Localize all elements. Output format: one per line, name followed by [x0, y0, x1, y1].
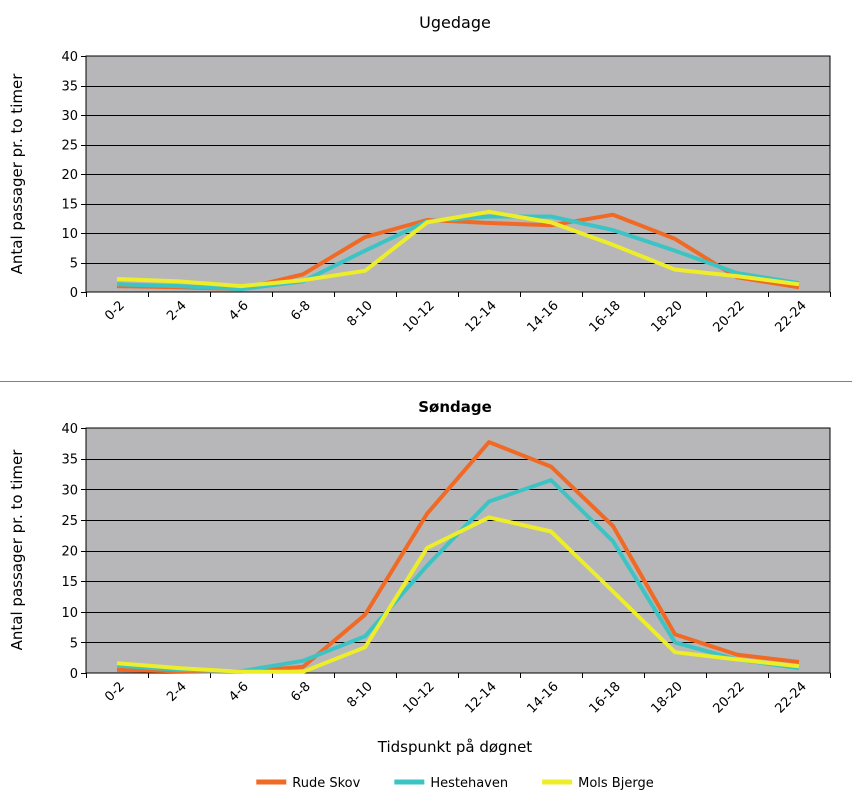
- x-tick-label: 8-10: [344, 298, 375, 329]
- x-tick-label: 0-2: [102, 679, 128, 705]
- x-tick-label: 16-18: [587, 679, 624, 716]
- x-tick-label: 8-10: [344, 679, 375, 710]
- chart-title-sundays: Søndage: [418, 398, 492, 416]
- x-tick-label: 18-20: [649, 679, 686, 716]
- y-tick-label: 15: [61, 198, 78, 213]
- x-tick-label: 0-2: [102, 298, 128, 324]
- x-tick-label: 2-4: [164, 298, 190, 324]
- y-tick-label: 35: [61, 453, 78, 468]
- y-ticks-weekdays: 0 5 10 15 20 25 30 35 40: [61, 50, 86, 301]
- y-axis-label-weekdays: Antal passager pr. to timer: [8, 73, 26, 275]
- series-lines-sundays: [116, 440, 800, 674]
- x-tick-label: 22-24: [773, 679, 810, 716]
- x-tick-label: 2-4: [164, 679, 190, 705]
- chart-sundays: Søndage 0 5 10 15 20 25 30 35 40 0-2 2-4 4-6 6-8 8-1…: [8, 398, 831, 756]
- y-tick-label: 10: [61, 227, 78, 242]
- y-tick-label: 20: [61, 168, 78, 183]
- y-tick-label: 5: [70, 636, 78, 651]
- legend-label-mols-bjerge: Mols Bjerge: [578, 776, 654, 791]
- y-tick-label: 5: [70, 257, 78, 272]
- x-axis-label: Tidspunkt på døgnet: [377, 738, 533, 756]
- chart-weekdays: Ugedage 0 5 10 15 20 25 30 35 40 0-2 2-4 4-6 6-8 8-1…: [8, 13, 831, 336]
- y-tick-label: 0: [70, 667, 78, 682]
- y-tick-label: 15: [61, 575, 78, 590]
- x-ticks-sundays: 0-2 2-4 4-6 6-8 8-10 10-12 12-14 14-16 16-18 18-2…: [86, 673, 831, 717]
- y-ticks-sundays: 0 5 10 15 20 25 30 35 40: [61, 422, 86, 682]
- plot-area-sundays: [85, 427, 831, 674]
- x-tick-label: 14-16: [525, 298, 562, 335]
- series-lines-weekdays: [116, 209, 800, 292]
- y-tick-label: 10: [61, 606, 78, 621]
- legend-label-rude-skov: Rude Skov: [292, 776, 360, 791]
- gridlines-sundays: [86, 459, 830, 643]
- x-tick-label: 10-12: [401, 679, 438, 716]
- x-tick-label: 12-14: [463, 679, 500, 716]
- series-line-mols-bjerge: [116, 209, 800, 289]
- x-tick-label: 4-6: [226, 679, 252, 705]
- series-line-mols-bjerge: [116, 515, 800, 674]
- chart-title-weekdays: Ugedage: [419, 13, 491, 32]
- x-tick-label: 6-8: [288, 298, 314, 324]
- x-tick-label: 20-22: [711, 679, 748, 716]
- x-tick-label: 12-14: [463, 298, 500, 335]
- y-tick-label: 30: [61, 483, 78, 498]
- x-tick-label: 20-22: [711, 298, 748, 335]
- x-tick-label: 6-8: [288, 679, 314, 705]
- x-tick-label: 22-24: [773, 298, 810, 335]
- y-tick-label: 35: [61, 80, 78, 95]
- x-tick-label: 4-6: [226, 298, 252, 324]
- x-tick-label: 14-16: [525, 679, 562, 716]
- y-tick-label: 25: [61, 514, 78, 529]
- y-tick-label: 30: [61, 109, 78, 124]
- x-tick-label: 16-18: [587, 298, 624, 335]
- y-tick-label: 40: [61, 422, 78, 437]
- legend-label-hestehaven: Hestehaven: [430, 776, 508, 791]
- y-tick-label: 0: [70, 286, 78, 301]
- x-tick-label: 10-12: [401, 298, 438, 335]
- y-tick-label: 40: [61, 50, 78, 65]
- y-tick-label: 20: [61, 545, 78, 560]
- x-tick-label: 18-20: [649, 298, 686, 335]
- y-tick-label: 25: [61, 139, 78, 154]
- y-axis-label-sundays: Antal passager pr. to timer: [8, 449, 26, 651]
- legend: Rude Skov Hestehaven Mols Bjerge: [256, 776, 654, 791]
- x-ticks-weekdays: 0-2 2-4 4-6 6-8 8-10 10-12 12-14 14-16 16-18 18-2…: [86, 292, 831, 336]
